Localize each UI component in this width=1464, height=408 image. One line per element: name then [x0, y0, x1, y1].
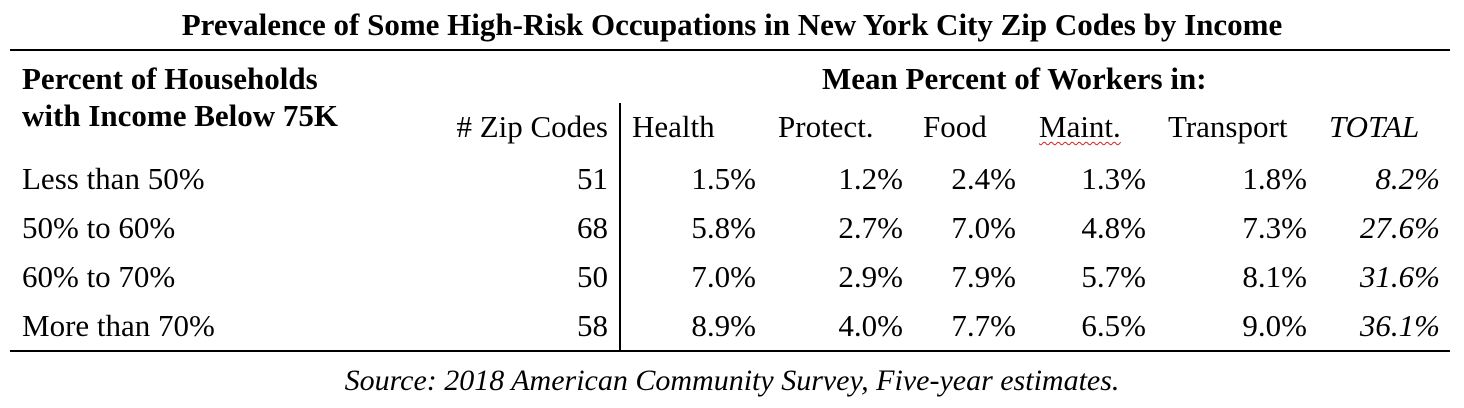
group-header: Mean Percent of Workers in: [822, 61, 1207, 96]
column-header-zip-codes: # Zip Codes [456, 109, 608, 144]
cell-zip-codes: 58 [577, 308, 608, 343]
top-rule [10, 49, 1450, 51]
row-label: 60% to 70% [22, 259, 176, 294]
cell-zip-codes: 51 [577, 161, 608, 196]
cell-zip-codes: 50 [577, 259, 608, 294]
column-divider [619, 103, 621, 352]
table-title: Prevalence of Some High-Risk Occupations… [181, 7, 1283, 42]
column-header-total: TOTAL [1329, 109, 1420, 144]
cell-transport: 1.8% [1242, 161, 1307, 196]
cell-transport: 8.1% [1242, 259, 1307, 294]
row-label: Less than 50% [22, 161, 205, 196]
cell-total: 36.1% [1359, 308, 1440, 343]
cell-food: 7.7% [951, 308, 1016, 343]
cell-food: 7.9% [951, 259, 1016, 294]
column-header-health: Health [632, 109, 715, 144]
bottom-rule [10, 350, 1450, 352]
cell-total: 31.6% [1359, 259, 1440, 294]
cell-health: 7.0% [691, 259, 756, 294]
cell-maint: 6.5% [1081, 308, 1146, 343]
cell-zip-codes: 68 [577, 210, 608, 245]
row-header-line-2: with Income Below 75K [22, 98, 339, 133]
cell-health: 5.8% [691, 210, 756, 245]
column-header-food: Food [923, 109, 987, 144]
cell-transport: 9.0% [1242, 308, 1307, 343]
cell-health: 1.5% [691, 161, 756, 196]
cell-protect: 2.7% [838, 210, 903, 245]
cell-total: 27.6% [1359, 210, 1440, 245]
cell-food: 7.0% [951, 210, 1016, 245]
column-header-protect: Protect. [778, 109, 874, 144]
cell-transport: 7.3% [1242, 210, 1307, 245]
cell-maint: 5.7% [1081, 259, 1146, 294]
cell-maint: 4.8% [1081, 210, 1146, 245]
cell-health: 8.9% [691, 308, 756, 343]
spellcheck-underline: Maint. [1039, 109, 1121, 144]
column-header-transport: Transport [1168, 109, 1288, 144]
row-header-line-1: Percent of Households [22, 61, 318, 96]
cell-protect: 1.2% [838, 161, 903, 196]
row-label: More than 70% [22, 308, 215, 343]
cell-food: 2.4% [951, 161, 1016, 196]
cell-protect: 4.0% [838, 308, 903, 343]
column-header-maint: Maint. [1039, 108, 1121, 146]
cell-maint: 1.3% [1081, 161, 1146, 196]
row-label: 50% to 60% [22, 210, 176, 245]
cell-protect: 2.9% [838, 259, 903, 294]
cell-total: 8.2% [1375, 161, 1440, 196]
source-note: Source: 2018 American Community Survey, … [344, 364, 1120, 397]
